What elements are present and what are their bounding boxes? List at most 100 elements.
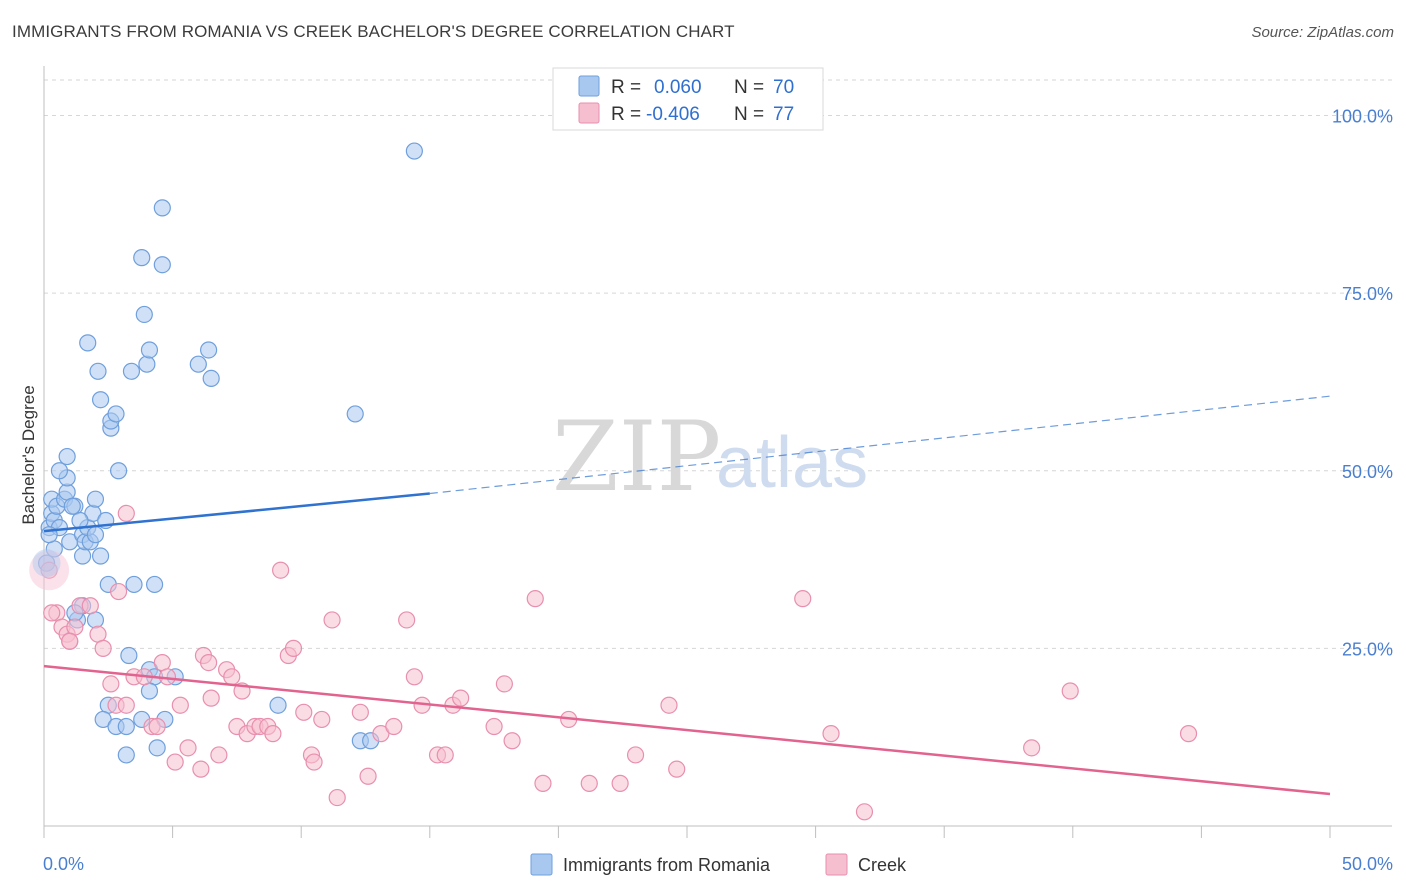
creek-point xyxy=(210,746,228,764)
creek-point xyxy=(223,668,241,686)
chart-title: IMMIGRANTS FROM ROMANIA VS CREEK BACHELO… xyxy=(12,22,735,41)
watermark-zip: ZIP xyxy=(552,401,721,513)
romania-point xyxy=(91,547,110,565)
legend-swatch-creek xyxy=(578,102,600,124)
creek-point xyxy=(351,703,369,721)
bottom-legend-label-romania: Immigrants from Romania xyxy=(563,855,771,875)
source-label: Source: ZipAtlas.com xyxy=(1251,24,1394,41)
creek-point xyxy=(313,710,331,729)
creek-point xyxy=(1179,725,1198,743)
creek-point xyxy=(171,696,189,714)
trend-layer xyxy=(43,395,1331,796)
x-tick-label-min: 0.0% xyxy=(43,854,84,874)
creek-point xyxy=(534,774,552,792)
romania-point xyxy=(346,405,364,423)
watermark-atlas: atlas xyxy=(716,423,868,503)
romania-point xyxy=(269,696,287,714)
creek-point-large xyxy=(29,550,70,591)
creek-point xyxy=(200,653,218,672)
creek-point xyxy=(153,653,171,672)
points-layer xyxy=(29,142,1198,821)
romania-point xyxy=(117,746,135,764)
romania-trend-extension xyxy=(429,395,1331,495)
creek-point xyxy=(272,561,290,579)
creek-point xyxy=(328,788,346,807)
y-tick-label: 100.0% xyxy=(1332,107,1393,127)
romania-point xyxy=(200,341,218,359)
creek-point xyxy=(81,597,99,615)
creek-point xyxy=(305,753,323,771)
creek-point xyxy=(148,717,166,736)
y-axis-label: Bachelor's Degree xyxy=(19,385,38,524)
romania-point xyxy=(79,334,97,352)
romania-point xyxy=(107,405,125,423)
legend-r-label-romania: R = xyxy=(611,77,641,98)
creek-point xyxy=(117,696,135,714)
bottom-legend-label-creek: Creek xyxy=(858,855,907,875)
creek-point xyxy=(452,689,470,707)
romania-point xyxy=(140,341,159,359)
romania-point xyxy=(86,526,105,544)
creek-point xyxy=(94,639,112,657)
watermark: ZIP atlas xyxy=(552,401,868,513)
creek-point xyxy=(43,604,61,622)
y-tick-label: 50.0% xyxy=(1342,462,1393,482)
y-tick-labels: 25.0% 50.0% 75.0% 100.0% xyxy=(1332,107,1393,660)
romania-point xyxy=(50,462,69,480)
creek-point xyxy=(855,803,874,821)
creek-point xyxy=(89,625,107,643)
creek-point xyxy=(668,760,686,778)
legend-r-value-creek: -0.406 xyxy=(646,104,700,125)
romania-point xyxy=(153,199,171,217)
creek-point xyxy=(102,675,120,693)
creek-point xyxy=(372,725,390,743)
creek-point xyxy=(385,717,403,736)
creek-point xyxy=(1061,682,1079,700)
romania-point xyxy=(86,611,105,629)
series-legend: Immigrants from Romania Creek xyxy=(530,853,907,876)
creek-point xyxy=(405,668,423,686)
romania-point xyxy=(120,646,138,665)
creek-point xyxy=(526,590,544,608)
bottom-legend-swatch-romania xyxy=(530,853,553,876)
romania-point xyxy=(86,490,105,508)
romania-point xyxy=(135,305,153,324)
romania-point xyxy=(138,355,156,373)
romania-point xyxy=(58,447,76,466)
creek-point xyxy=(436,746,454,764)
creek-point xyxy=(485,717,503,736)
creek-point xyxy=(1023,739,1041,757)
creek-point xyxy=(284,639,303,657)
romania-point xyxy=(153,256,171,274)
creek-point xyxy=(166,753,184,771)
creek-point xyxy=(794,590,812,608)
legend-n-label-creek: N = xyxy=(734,104,764,125)
romania-point xyxy=(125,575,143,594)
creek-trend-line xyxy=(43,664,1331,796)
axes-layer xyxy=(43,66,1392,838)
creek-point xyxy=(495,675,513,693)
romania-point xyxy=(58,483,76,501)
stats-legend: R = 0.060 N = 70 R = -0.406 N = 77 xyxy=(552,67,824,131)
creek-point xyxy=(626,746,645,764)
legend-n-value-creek: 77 xyxy=(773,104,794,125)
romania-point xyxy=(189,355,207,373)
creek-point xyxy=(109,582,128,601)
romania-point xyxy=(202,369,220,387)
romania-point xyxy=(145,575,164,594)
bottom-legend-swatch-creek xyxy=(825,853,848,876)
y-tick-label: 75.0% xyxy=(1342,284,1393,304)
romania-point-large xyxy=(32,549,61,578)
romania-trend-line xyxy=(43,492,430,533)
romania-point xyxy=(89,362,107,380)
legend-r-label-creek: R = xyxy=(611,104,641,125)
creek-point xyxy=(117,504,135,522)
creek-point xyxy=(359,767,377,785)
romania-point xyxy=(109,462,128,480)
creek-point xyxy=(503,732,521,750)
creek-point xyxy=(66,618,84,636)
creek-point xyxy=(398,611,416,629)
romania-point xyxy=(94,710,112,729)
romania-point xyxy=(133,249,151,267)
